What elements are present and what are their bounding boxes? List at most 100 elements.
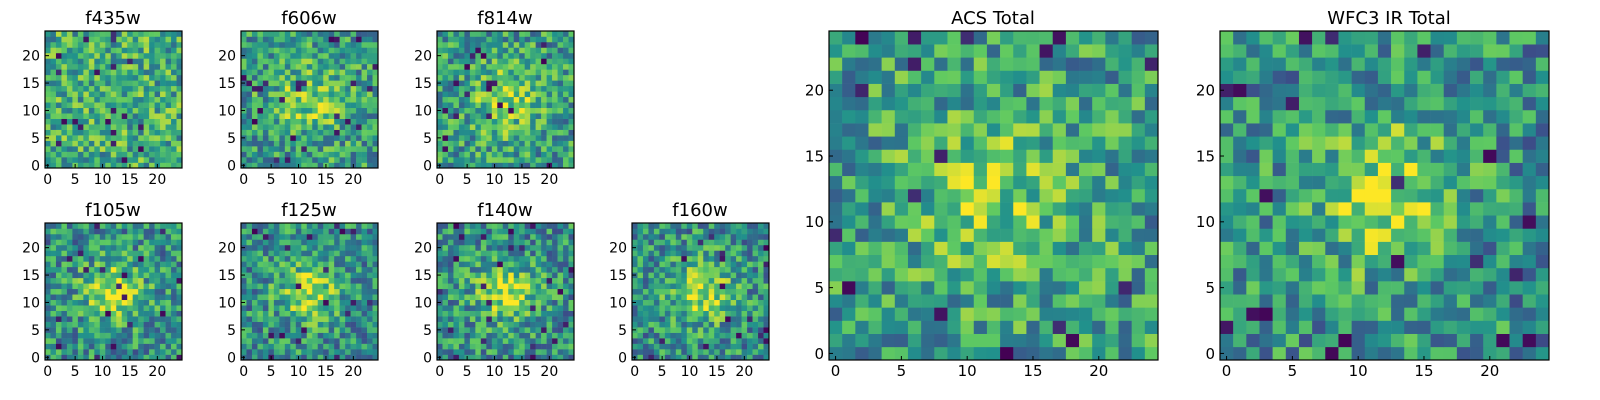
heatmap-cell <box>563 332 569 339</box>
heatmap-cell <box>1144 307 1159 321</box>
heatmap-cell <box>160 63 166 70</box>
heatmap-cell <box>1000 333 1014 348</box>
heatmap-cell <box>741 327 748 333</box>
heatmap-cell <box>714 316 720 322</box>
heatmap-cell <box>116 107 123 114</box>
heatmap-cell <box>257 349 264 355</box>
heatmap-cell <box>361 255 368 262</box>
heatmap-cell <box>328 327 335 333</box>
heatmap-cell <box>541 305 547 311</box>
heatmap-cell <box>519 272 525 279</box>
heatmap-cell <box>1079 281 1093 295</box>
heatmap-cell <box>568 343 575 350</box>
heatmap-cell <box>442 69 449 76</box>
heatmap-cell <box>541 91 547 98</box>
heatmap-cell <box>77 31 84 37</box>
heatmap-cell <box>165 69 172 76</box>
heatmap-cell <box>497 294 504 301</box>
heatmap-cell <box>855 267 869 282</box>
heatmap-cell <box>568 91 575 98</box>
heatmap-cell <box>88 255 95 262</box>
heatmap-cell <box>557 107 564 114</box>
heatmap-cell <box>66 277 73 284</box>
heatmap-cell <box>323 58 329 65</box>
heatmap-cell <box>513 69 520 76</box>
heatmap-cell <box>77 85 84 92</box>
heatmap-cell <box>50 69 57 76</box>
heatmap-cell <box>730 250 737 257</box>
heatmap-cell <box>541 233 547 240</box>
heatmap-cell <box>345 69 351 76</box>
heatmap-cell <box>246 129 253 136</box>
heatmap-cell <box>127 85 133 92</box>
heatmap-cell <box>257 277 264 284</box>
heatmap-cell <box>829 254 843 269</box>
heatmap-cell <box>855 346 869 361</box>
heatmap-cell <box>469 316 476 322</box>
heatmap-cell <box>301 36 308 43</box>
heatmap-cell <box>268 288 275 295</box>
heatmap-cell <box>947 254 961 269</box>
heatmap-cell <box>110 41 117 48</box>
heatmap-cell <box>295 321 302 328</box>
heatmap-cell <box>171 113 177 119</box>
heatmap-cell <box>480 85 487 92</box>
heatmap-cell <box>257 102 264 109</box>
heatmap-cell <box>55 36 62 43</box>
heatmap-cell <box>557 310 564 317</box>
heatmap-cell <box>105 41 112 48</box>
heatmap-cell <box>121 277 128 284</box>
heatmap-cell <box>127 135 133 141</box>
heatmap-cell <box>1000 241 1014 256</box>
heatmap-cell <box>664 277 671 284</box>
heatmap-cell <box>453 299 460 306</box>
heatmap-cell <box>279 321 286 328</box>
heatmap-cell <box>881 228 896 242</box>
heatmap-cell <box>458 332 465 339</box>
heatmap-cell <box>138 239 144 246</box>
heatmap-cell <box>725 244 731 251</box>
heatmap-cell <box>160 58 166 65</box>
heatmap-cell <box>480 124 487 130</box>
heatmap-cell <box>165 36 172 43</box>
heatmap-cell <box>138 299 144 306</box>
heatmap-cell <box>160 332 166 339</box>
heatmap-cell <box>697 223 704 229</box>
heatmap-cell <box>513 332 520 339</box>
heatmap-cell <box>497 107 504 114</box>
heatmap-cell <box>257 244 264 251</box>
heatmap-cell <box>55 239 62 246</box>
heatmap-cell <box>367 36 373 43</box>
heatmap-cell <box>61 31 68 37</box>
heatmap-cell <box>486 283 493 290</box>
heatmap-cell <box>149 277 155 284</box>
heatmap-cell <box>88 135 95 141</box>
heatmap-cell <box>143 266 150 273</box>
heatmap-cell <box>842 254 856 269</box>
heatmap-cell <box>563 31 569 37</box>
heatmap-cell <box>437 288 443 295</box>
heatmap-cell <box>513 305 520 311</box>
heatmap-cell <box>842 149 856 163</box>
heatmap-cell <box>257 250 264 257</box>
heatmap-cell <box>45 223 51 229</box>
heatmap-cell <box>154 277 161 284</box>
heatmap-cell <box>563 162 569 169</box>
heatmap-cell <box>94 85 101 92</box>
heatmap-cell <box>1144 241 1159 256</box>
heatmap-cell <box>1131 333 1146 348</box>
heatmap-cell <box>350 85 357 92</box>
heatmap-cell <box>530 228 536 235</box>
heatmap-cell <box>61 96 68 103</box>
heatmap-cell <box>132 349 139 355</box>
heatmap-cell <box>469 239 476 246</box>
heatmap-cell <box>894 294 909 308</box>
heatmap-cell <box>367 354 373 361</box>
heatmap-cell <box>257 228 264 235</box>
heatmap-cell <box>132 107 139 114</box>
heatmap-cell <box>154 41 161 48</box>
heatmap-cell <box>251 162 258 169</box>
heatmap-cell <box>339 96 346 103</box>
heatmap-cell <box>557 85 564 92</box>
heatmap-cell <box>1092 162 1106 177</box>
